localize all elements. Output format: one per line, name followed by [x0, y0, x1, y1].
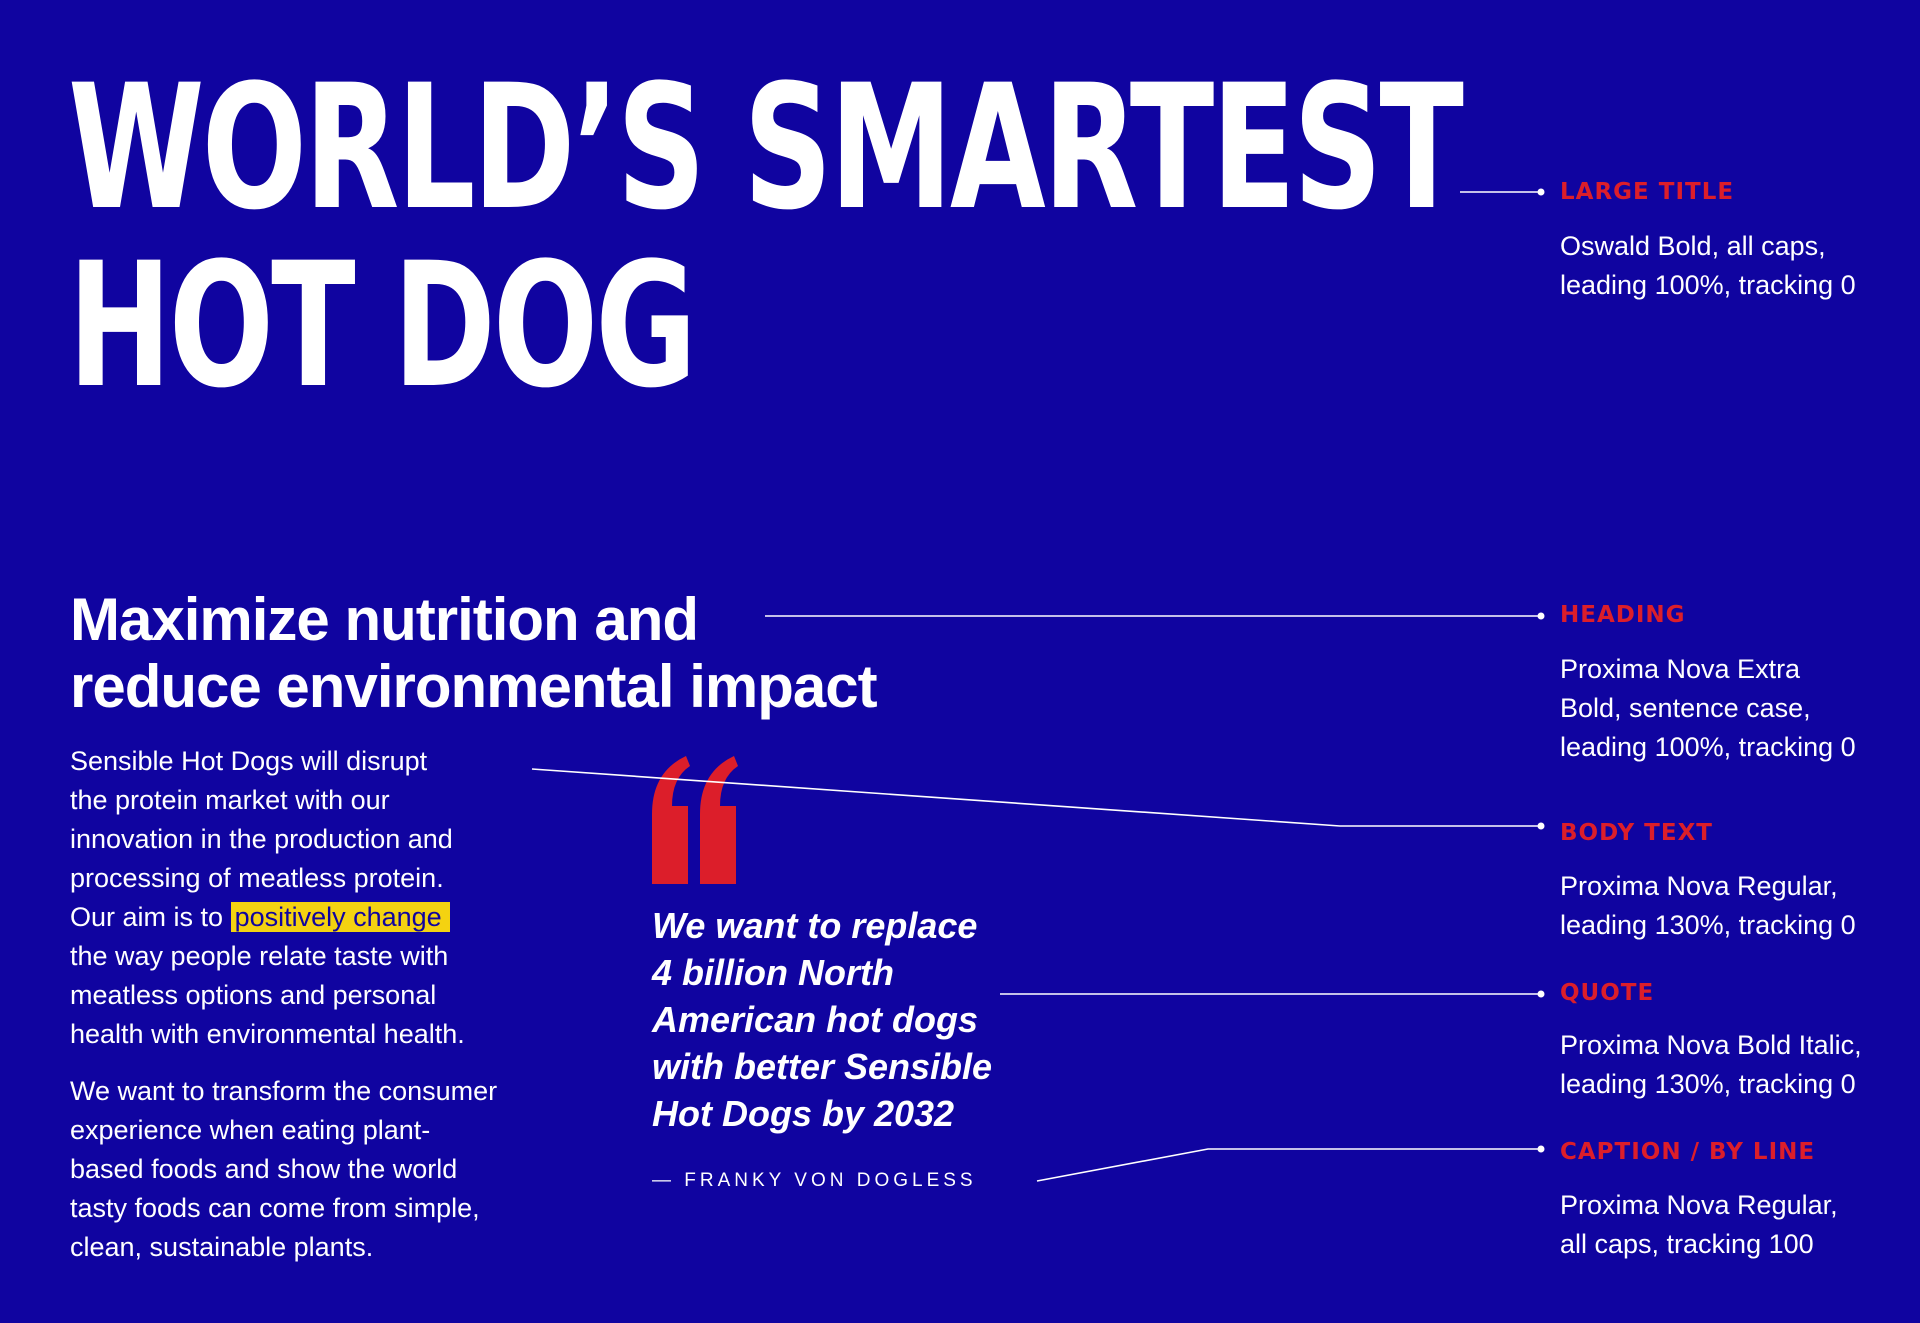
pull-quote: We want to replace 4 billion North Ameri…	[652, 902, 992, 1137]
body-text: Sensible Hot Dogs will disrupt the prote…	[70, 742, 570, 1285]
annotation-desc-line: leading 100%, tracking 0	[1560, 270, 1856, 300]
annotation-desc-line: Proxima Nova Bold Italic,	[1560, 1030, 1862, 1060]
annotation-desc-large-title: Oswald Bold, all caps, leading 100%, tra…	[1560, 227, 1856, 305]
annotation-desc-line: Bold, sentence case,	[1560, 693, 1811, 723]
body-line: health with environmental health.	[70, 1019, 465, 1049]
quote-mark-icon	[652, 756, 738, 884]
leader-dot-heading	[1537, 612, 1545, 620]
annotation-label-caption: CAPTION / BY LINE	[1560, 1139, 1816, 1165]
annotation-label-quote: QUOTE	[1560, 980, 1655, 1006]
body-line: meatless options and personal	[70, 980, 437, 1010]
annotation-desc-line: leading 130%, tracking 0	[1560, 1069, 1856, 1099]
annotation-desc-line: Oswald Bold, all caps,	[1560, 231, 1826, 261]
annotation-desc-line: Proxima Nova Regular,	[1560, 1190, 1838, 1220]
annotation-desc-heading: Proxima Nova Extra Bold, sentence case, …	[1560, 650, 1856, 767]
quote-line: American hot dogs	[652, 999, 979, 1040]
body-paragraph-2: We want to transform the consumer experi…	[70, 1072, 570, 1267]
leader-line-body	[531, 768, 1540, 827]
body-line: Sensible Hot Dogs will disrupt	[70, 746, 428, 776]
annotation-label-body-text: BODY TEXT	[1560, 820, 1713, 846]
body-line: the way people relate taste with	[70, 941, 449, 971]
annotation-desc-line: Proxima Nova Extra	[1560, 654, 1801, 684]
leader-line-caption	[1036, 1148, 1540, 1182]
body-line: experience when eating plant-	[70, 1115, 431, 1145]
body-line: Our aim is to	[70, 902, 224, 932]
annotation-desc-caption: Proxima Nova Regular, all caps, tracking…	[1560, 1186, 1838, 1264]
leader-dot-quote	[1537, 990, 1545, 998]
annotation-desc-line: Proxima Nova Regular,	[1560, 871, 1838, 901]
body-line: based foods and show the world	[70, 1154, 458, 1184]
leader-dot-caption	[1537, 1145, 1545, 1153]
byline-caption: — FRANKY VON DOGLESS	[652, 1170, 977, 1191]
large-title-line-2: HOT DOG	[68, 225, 697, 426]
quote-line: We want to replace	[652, 905, 978, 946]
annotation-desc-line: leading 100%, tracking 0	[1560, 732, 1856, 762]
annotation-desc-body-text: Proxima Nova Regular, leading 130%, trac…	[1560, 867, 1856, 945]
annotation-desc-line: leading 130%, tracking 0	[1560, 910, 1856, 940]
annotation-label-heading: HEADING	[1560, 602, 1686, 628]
section-heading: Maximize nutrition and reduce environmen…	[70, 586, 878, 720]
body-line: innovation in the production and	[70, 824, 453, 854]
body-line: clean, sustainable plants.	[70, 1232, 374, 1262]
annotation-label-large-title: LARGE TITLE	[1560, 179, 1735, 205]
body-paragraph-1: Sensible Hot Dogs will disrupt the prote…	[70, 742, 570, 1054]
body-line: tasty foods can come from simple,	[70, 1193, 480, 1223]
large-title-line-1: WORLD’S SMARTEST	[68, 47, 1464, 248]
quote-line: 4 billion North	[652, 952, 894, 993]
heading-line-1: Maximize nutrition and	[70, 586, 699, 653]
quote-line: with better Sensible	[652, 1046, 993, 1087]
body-line: We want to transform the consumer	[70, 1076, 498, 1106]
body-line: the protein market with our	[70, 785, 390, 815]
leader-dot-title	[1537, 188, 1545, 196]
quote-line: Hot Dogs by 2032	[652, 1093, 955, 1134]
highlighted-phrase: positively change	[230, 902, 450, 932]
leader-dot-body	[1537, 822, 1545, 830]
annotation-desc-line: all caps, tracking 100	[1560, 1229, 1814, 1259]
body-line: processing of meatless protein.	[70, 863, 444, 893]
annotation-desc-quote: Proxima Nova Bold Italic, leading 130%, …	[1560, 1026, 1862, 1104]
heading-line-2: reduce environmental impact	[70, 653, 878, 720]
